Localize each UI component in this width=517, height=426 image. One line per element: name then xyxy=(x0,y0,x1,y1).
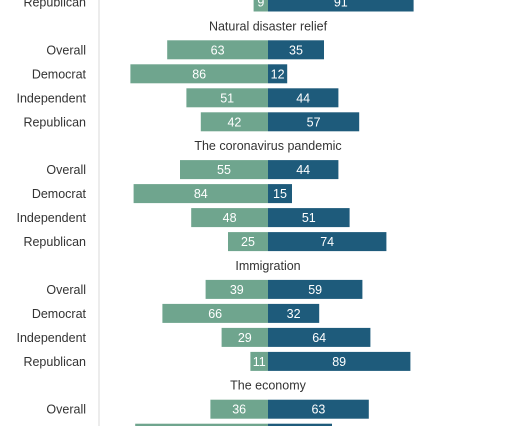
bar-right xyxy=(268,112,360,132)
group-title: Immigration xyxy=(235,259,300,273)
bar-right-value-label: 74 xyxy=(320,235,334,249)
bar-right-value-label: 44 xyxy=(296,163,310,177)
bar-right-value-label: 51 xyxy=(302,211,316,225)
row-category-label: Republican xyxy=(23,0,86,10)
row-category-label: Overall xyxy=(46,43,86,57)
bar-right xyxy=(268,88,339,108)
bar-right-value-label: 59 xyxy=(308,283,322,297)
bar-left-value-label: 84 xyxy=(194,187,208,201)
bar-left-value-label: 66 xyxy=(208,307,222,321)
row-category-label: Democrat xyxy=(32,67,87,81)
bar-left-value-label: 86 xyxy=(192,67,206,81)
row-category-label: Overall xyxy=(46,283,86,297)
bar-left xyxy=(228,232,268,252)
row-category-label: Independent xyxy=(16,91,86,105)
row-category-label: Independent xyxy=(16,331,86,345)
bar-left xyxy=(167,40,268,60)
bar-left xyxy=(135,423,268,426)
bar-left xyxy=(130,64,268,84)
bar-right-value-label: 32 xyxy=(287,307,301,321)
bar-right xyxy=(268,303,320,323)
bar-left xyxy=(186,88,268,108)
bar-right xyxy=(268,208,350,228)
bar-left xyxy=(205,279,268,299)
bar-right-value-label: 57 xyxy=(307,115,321,129)
bar-left xyxy=(250,351,268,371)
bar-right xyxy=(268,423,332,426)
row-category-label: Republican xyxy=(23,235,86,249)
bar-right xyxy=(268,399,369,419)
bar-left-value-label: 11 xyxy=(253,355,266,369)
bar-left xyxy=(210,399,268,419)
row-category-label: Democrat xyxy=(32,187,87,201)
bar-right xyxy=(268,160,339,180)
bar-left-value-label: 25 xyxy=(241,235,255,249)
bar-left xyxy=(253,0,268,12)
bar-left-value-label: 36 xyxy=(232,403,246,417)
group-title: Natural disaster relief xyxy=(209,19,328,33)
bar-left-value-label: 39 xyxy=(230,283,244,297)
bar-right-value-label: 15 xyxy=(273,187,287,201)
bar-right-value-label: 12 xyxy=(271,67,285,81)
bar-left-value-label: 29 xyxy=(238,331,252,345)
bar-left xyxy=(221,327,268,347)
row-category-label: Overall xyxy=(46,403,86,417)
bar-right-value-label: 44 xyxy=(296,91,310,105)
bar-left-value-label: 55 xyxy=(217,163,231,177)
bar-left-value-label: 42 xyxy=(227,115,241,129)
bar-right xyxy=(268,40,324,60)
bar-right-value-label: 63 xyxy=(311,403,325,417)
row-category-label: Democrat xyxy=(32,307,87,321)
group-title: The economy xyxy=(230,379,306,393)
bar-left xyxy=(200,112,268,132)
bar-right-value-label: 89 xyxy=(332,355,346,369)
bar-left-value-label: 48 xyxy=(223,211,237,225)
bar-right-value-label: 64 xyxy=(312,331,326,345)
bar-left-value-label: 9 xyxy=(257,0,264,10)
row-category-label: Overall xyxy=(46,163,86,177)
row-category-label: Independent xyxy=(16,211,86,225)
bar-right xyxy=(268,0,414,12)
bar-right xyxy=(268,327,371,347)
row-category-label: Republican xyxy=(23,355,86,369)
bar-right xyxy=(268,232,387,252)
bar-left xyxy=(180,160,268,180)
bar-right-value-label: 91 xyxy=(334,0,348,10)
bar-right xyxy=(268,279,363,299)
group-title: The coronavirus pandemic xyxy=(194,139,341,153)
bar-left xyxy=(133,184,268,204)
bar-left xyxy=(162,303,268,323)
bar-left-value-label: 51 xyxy=(220,91,234,105)
bar-left-value-label: 63 xyxy=(211,43,225,57)
row-category-label: Republican xyxy=(23,115,86,129)
bar-right-value-label: 35 xyxy=(289,43,303,57)
bar-right xyxy=(268,184,292,204)
bar-left xyxy=(191,208,268,228)
bar-right xyxy=(268,64,288,84)
bar-right xyxy=(268,351,411,371)
